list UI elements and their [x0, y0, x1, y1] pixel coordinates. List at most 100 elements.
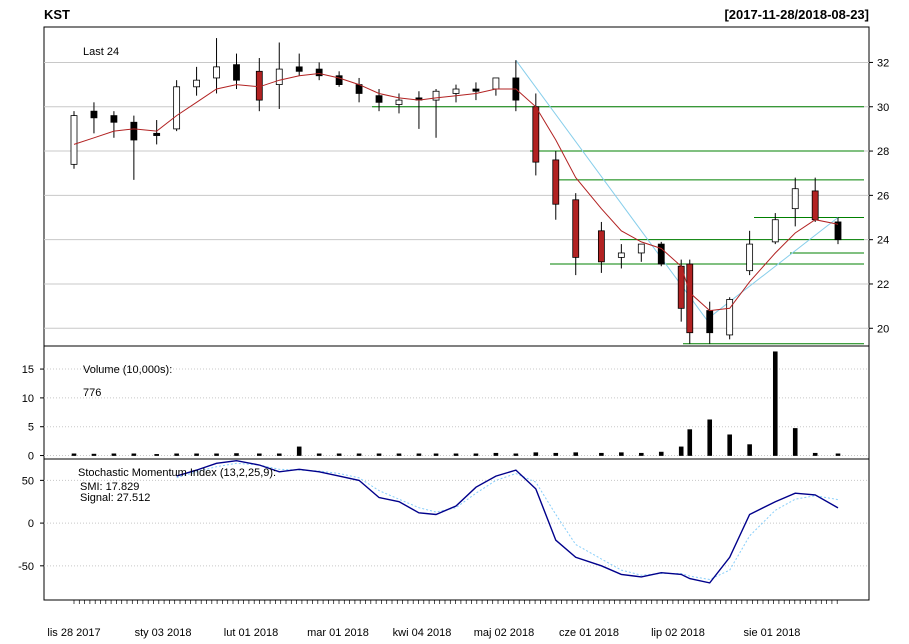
- volume-bar: [573, 452, 579, 456]
- volume-bar: [234, 453, 239, 456]
- candle-body: [686, 263, 694, 334]
- candle-body: [90, 110, 98, 119]
- y-tick-label-volume: 0: [28, 451, 34, 463]
- candle-body: [213, 66, 220, 79]
- volume-bar: [473, 453, 479, 456]
- candle-body: [375, 95, 383, 103]
- candle-body: [811, 190, 819, 221]
- moving-average-line: [73, 72, 839, 312]
- y-axis-ticks: 20 22 24 26 28 30 32 0 5 10 15 -50 0 50: [18, 57, 889, 572]
- volume-bar: [433, 453, 439, 456]
- candle-body: [193, 79, 200, 88]
- volume-bar: [256, 453, 262, 456]
- chart-date-range: [2017-11-28/2018-08-23]: [724, 7, 869, 22]
- candle-body: [746, 243, 754, 272]
- price-candles: [70, 38, 842, 344]
- y-tick-label-price: 30: [877, 102, 889, 114]
- volume-bar: [416, 453, 422, 456]
- x-tick-label: maj 02 2018: [474, 627, 535, 639]
- volume-bar: [131, 453, 137, 456]
- y-tick-label-smi: -50: [18, 561, 34, 573]
- volume-bar: [727, 434, 732, 456]
- volume-bar: [792, 428, 798, 456]
- x-axis-ticks: lis 28 2017 sty 03 2018 lut 01 2018 mar 01 …: [47, 600, 838, 639]
- candle-body: [706, 310, 714, 334]
- grid-lines: [44, 61, 869, 567]
- y-tick-label-volume: 15: [22, 364, 34, 376]
- volume-bar: [316, 453, 322, 456]
- candle-body: [130, 121, 138, 141]
- candle-body: [275, 68, 283, 85]
- volume-bar: [513, 453, 519, 456]
- candle-body: [726, 299, 734, 336]
- candle-body: [552, 159, 560, 205]
- candle-body: [771, 219, 779, 243]
- volume-bar: [619, 452, 624, 456]
- volume-bar: [396, 453, 402, 456]
- y-tick-label-price: 24: [877, 235, 889, 247]
- price-panel-label: Last 24: [83, 46, 119, 58]
- x-tick-label: sie 01 2018: [744, 627, 801, 639]
- volume-bar: [638, 452, 644, 456]
- volume-bar: [296, 446, 302, 456]
- volume-bar: [336, 453, 342, 456]
- smi-panel-label: Stochastic Momentum Index (13,2,25,9):: [78, 467, 276, 479]
- volume-panel-frame: [43, 345, 870, 460]
- y-tick-label-price: 26: [877, 190, 889, 202]
- candle-body: [492, 77, 500, 90]
- volume-bar: [154, 454, 159, 456]
- candle-body: [110, 115, 118, 123]
- candle-body: [597, 230, 605, 263]
- candle-body: [153, 132, 161, 136]
- volume-bar: [687, 429, 693, 456]
- candle-body: [295, 66, 303, 72]
- x-tick-label: lis 28 2017: [47, 627, 100, 639]
- volume-bar: [111, 453, 117, 456]
- trend-line: [515, 59, 711, 325]
- candle-body: [572, 199, 580, 258]
- y-tick-label-price: 32: [877, 57, 889, 69]
- volume-bar: [812, 452, 818, 456]
- candle-body: [791, 188, 799, 210]
- candle-body: [637, 243, 645, 254]
- volume-bar: [835, 453, 841, 456]
- volume-bar: [747, 444, 752, 456]
- candle-body: [335, 75, 343, 85]
- volume-bar: [453, 453, 459, 456]
- y-tick-label-volume: 10: [22, 393, 34, 405]
- volume-bar: [493, 452, 499, 456]
- volume-bar: [194, 453, 199, 456]
- volume-bar: [214, 453, 219, 456]
- x-tick-label: mar 01 2018: [307, 627, 369, 639]
- y-tick-label-volume: 5: [28, 422, 34, 434]
- candle-body: [395, 99, 403, 105]
- volume-bar: [772, 351, 778, 456]
- x-tick-label: lip 02 2018: [651, 627, 705, 639]
- volume-bar: [91, 453, 97, 456]
- smi-line: [176, 459, 839, 584]
- candle-body: [834, 221, 842, 241]
- candle-body: [452, 88, 460, 94]
- support-resistance-lines: [372, 106, 864, 345]
- smi-signal-line: [176, 462, 839, 581]
- y-tick-label-price: 28: [877, 146, 889, 158]
- volume-bar: [356, 453, 362, 456]
- candle-body: [532, 106, 540, 163]
- smi-legend-smi: SMI: 17.829: [80, 481, 139, 493]
- x-tick-label: sty 03 2018: [135, 627, 192, 639]
- x-tick-label: cze 01 2018: [559, 627, 619, 639]
- price-panel-frame: [43, 26, 870, 347]
- volume-bar: [276, 453, 282, 456]
- candle-body: [70, 115, 78, 165]
- volume-panel-label: Volume (10,000s):: [83, 364, 172, 376]
- volume-bar: [376, 453, 382, 456]
- x-tick-label: lut 01 2018: [224, 627, 278, 639]
- smi-panel-frame: [43, 458, 870, 601]
- volume-bar: [553, 452, 559, 456]
- smi-legend-signal: Signal: 27.512: [80, 492, 150, 504]
- y-tick-label-smi: 50: [22, 475, 34, 487]
- volume-bar: [533, 452, 539, 456]
- x-tick-label: kwi 04 2018: [393, 627, 452, 639]
- volume-bar: [599, 452, 604, 456]
